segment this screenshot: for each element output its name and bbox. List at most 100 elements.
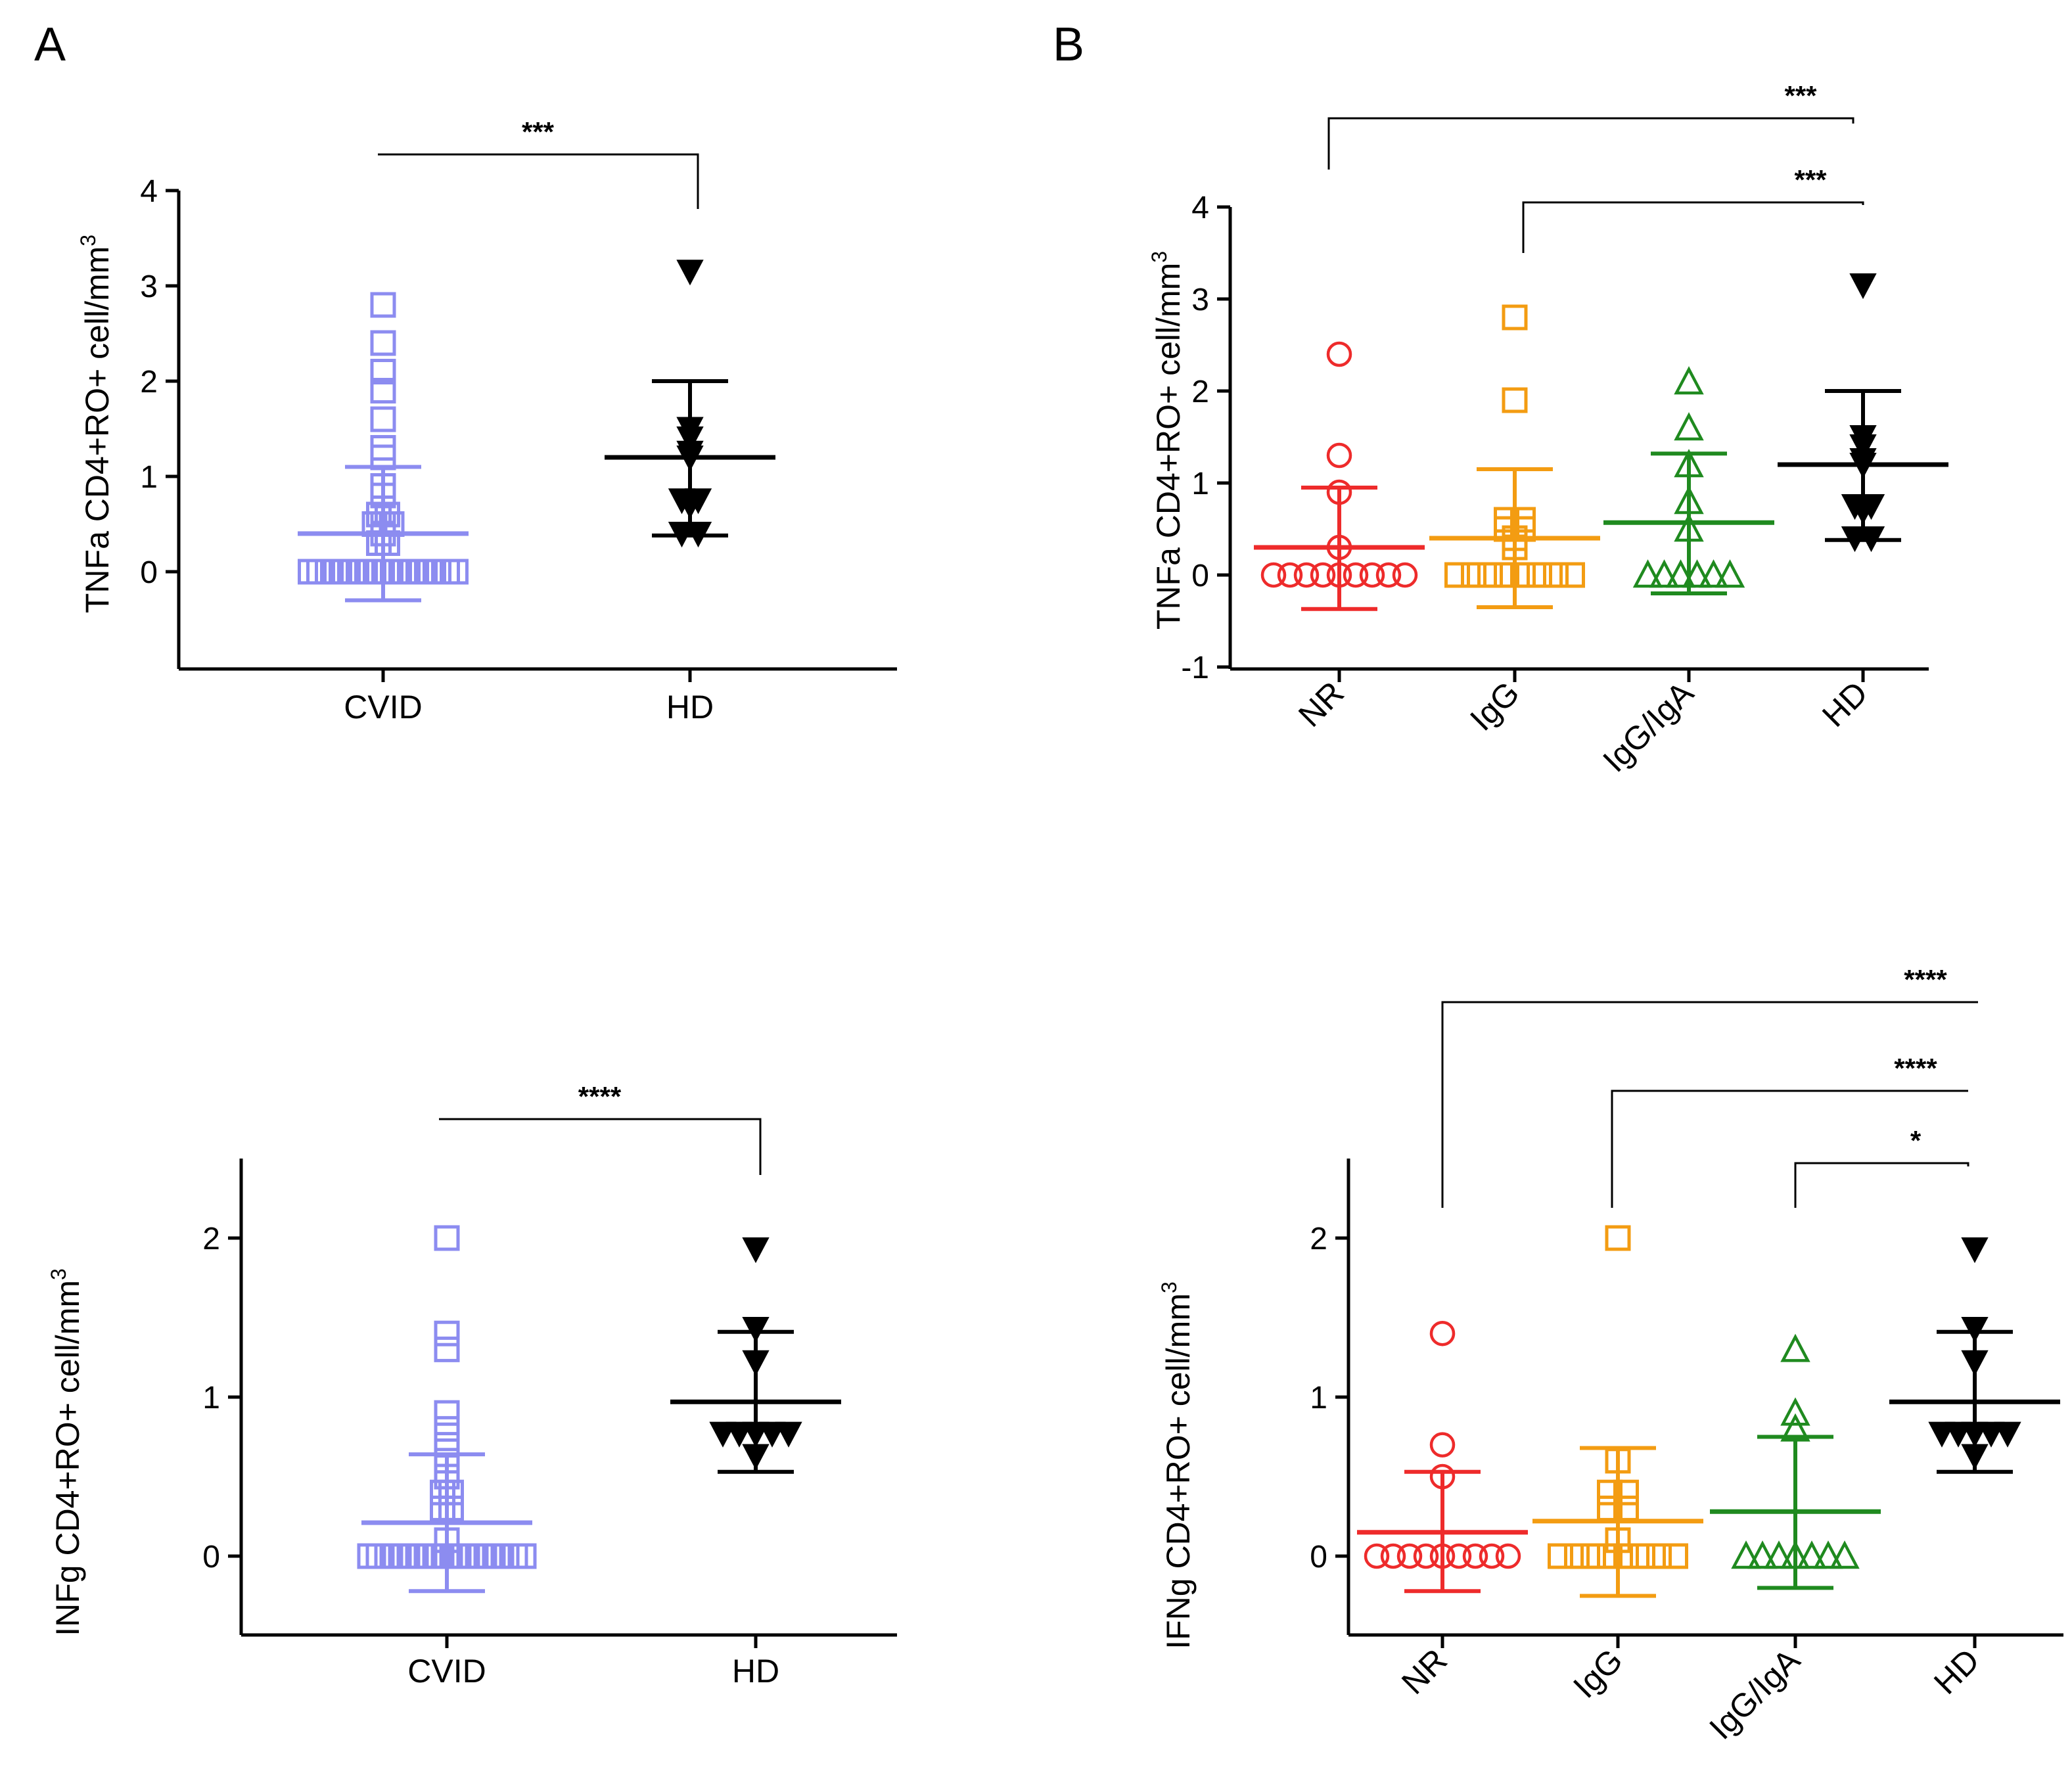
significance-label: ***: [1794, 164, 1827, 195]
marker-square: [370, 292, 396, 318]
x-tick-label: HD: [1927, 1642, 1987, 1701]
series-hd: [1889, 1237, 2060, 1474]
marker-square: [468, 1543, 494, 1569]
y-tick-label: 3: [1191, 283, 1209, 317]
marker-square: [434, 1225, 460, 1251]
marker-triangle-down: [758, 1421, 786, 1448]
marker-triangle-up: [1813, 1540, 1843, 1569]
marker-square: [1502, 304, 1528, 331]
marker-circle: [1310, 562, 1336, 588]
marker-square: [1477, 562, 1503, 588]
marker-square: [383, 559, 409, 585]
y-tick-label: 1: [140, 460, 158, 495]
marker-square: [476, 1543, 503, 1569]
marker-square: [434, 559, 460, 585]
marker-square: [323, 559, 349, 585]
marker-square: [434, 1415, 460, 1442]
marker-square: [426, 559, 451, 585]
marker-square: [1630, 1543, 1655, 1569]
marker-triangle-down: [1961, 1237, 1989, 1264]
marker-square: [430, 1495, 455, 1521]
marker-square: [434, 1400, 460, 1426]
marker-triangle-up: [1830, 1540, 1860, 1569]
y-axis-label: TNFa CD4+RO+ cell/mm3: [1147, 251, 1187, 630]
y-axis-label-sup: 3: [1147, 251, 1171, 263]
marker-square: [1527, 562, 1552, 588]
brackets-A-bottom: ****: [439, 1081, 762, 1175]
marker-square: [408, 1543, 434, 1569]
y-tick-label: 0: [140, 555, 158, 590]
series-cvid: [298, 292, 469, 603]
brackets-B-top: *** ***: [1327, 80, 1864, 253]
x-tick-label: NR: [1394, 1642, 1454, 1701]
marker-circle: [1429, 1432, 1456, 1458]
marker-triangle-up: [1632, 559, 1663, 588]
marker-square: [443, 559, 469, 585]
marker-triangle-up: [1764, 1540, 1794, 1569]
marker-square: [374, 1543, 400, 1569]
y-tick-label: 3: [140, 269, 158, 304]
marker-square: [315, 559, 340, 585]
marker-square: [298, 559, 323, 585]
marker-circle: [1343, 562, 1369, 588]
marker-square: [349, 559, 375, 585]
marker-triangle-down: [742, 1316, 770, 1343]
marker-square: [1613, 1479, 1639, 1506]
marker-square: [434, 1336, 460, 1362]
x-tick-label: IgG/IgA: [1702, 1642, 1807, 1747]
significance-bracket: [439, 1118, 762, 1175]
marker-square: [370, 406, 396, 432]
marker-circle: [1429, 1320, 1456, 1346]
marker-square: [400, 1543, 426, 1569]
marker-square: [370, 330, 396, 356]
y-tick-label: 4: [140, 174, 158, 209]
marker-square: [382, 1543, 409, 1569]
marker-square: [370, 359, 396, 384]
y-tick-label: 2: [1191, 375, 1209, 409]
marker-triangle-down: [709, 1421, 737, 1448]
marker-circle: [1495, 1543, 1521, 1569]
y-tick-label: 0: [1310, 1540, 1327, 1575]
marker-triangle-up: [1674, 366, 1704, 395]
marker-circle: [1359, 562, 1385, 588]
marker-square: [1580, 1543, 1606, 1569]
x-tick-label: IgG/IgA: [1596, 674, 1701, 779]
panel-label-b: B: [1053, 18, 1084, 71]
marker-square: [357, 559, 383, 585]
marker-square: [1444, 562, 1470, 588]
y-axis-label-sup: 3: [76, 235, 100, 246]
series-hd: [605, 260, 775, 548]
significance-bracket: [378, 153, 699, 209]
marker-square: [1510, 562, 1536, 588]
marker-square: [1564, 1543, 1590, 1569]
marker-triangle-down: [1961, 1316, 1989, 1343]
marker-square: [1559, 562, 1585, 588]
marker-square: [434, 1320, 460, 1346]
marker-square: [332, 559, 357, 585]
marker-square: [417, 559, 443, 585]
series-hd: [670, 1237, 841, 1474]
significance-label: ****: [1904, 964, 1947, 995]
marker-triangle-up: [1674, 412, 1704, 441]
marker-square: [1597, 1479, 1623, 1506]
marker-square: [511, 1543, 537, 1569]
significance-label: ****: [578, 1081, 622, 1112]
series-igg: [1532, 1225, 1703, 1598]
marker-triangle-up: [1649, 559, 1680, 588]
y-axis-label-sup: 3: [1157, 1281, 1181, 1293]
marker-triangle-down: [1849, 273, 1877, 300]
marker-circle: [1260, 562, 1287, 588]
marker-square: [451, 1543, 477, 1569]
x-tick-label: HD: [732, 1653, 779, 1690]
marker-square: [400, 559, 426, 585]
marker-square: [1502, 387, 1528, 413]
marker-square: [438, 1495, 464, 1521]
marker-triangle-up: [1780, 1397, 1810, 1426]
marker-square: [340, 559, 366, 585]
significance-label: ***: [1784, 80, 1817, 111]
marker-square: [365, 1543, 392, 1569]
x-tick-label: CVID: [344, 689, 422, 725]
marker-square: [370, 378, 396, 403]
marker-square: [1663, 1543, 1688, 1569]
